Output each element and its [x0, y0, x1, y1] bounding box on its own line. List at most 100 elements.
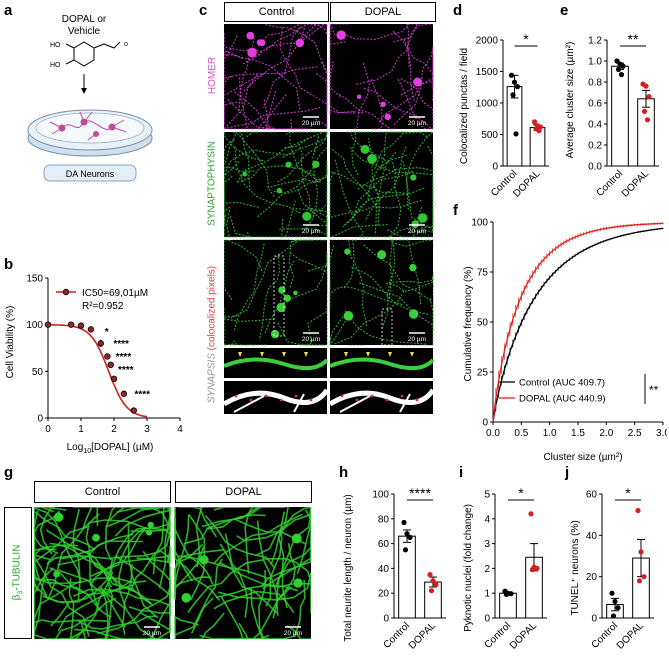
- y-tick-label: 40: [378, 564, 390, 575]
- data-point: [428, 588, 435, 594]
- neurite: [330, 171, 409, 195]
- neurite: [220, 595, 244, 639]
- neurite: [305, 136, 320, 230]
- neurite: [114, 555, 171, 617]
- data-point: [646, 94, 652, 100]
- colocalized-pixel: [234, 394, 238, 398]
- chart-i-ylabel: Pyknotic nuclei (fold change): [463, 504, 474, 632]
- neurite: [427, 145, 434, 228]
- bar: [637, 98, 655, 167]
- neurite: [351, 266, 430, 316]
- neurite: [286, 624, 311, 639]
- dopal-structure-icon: [65, 41, 121, 67]
- panel-letter-i: i: [459, 464, 464, 481]
- neurite: [224, 66, 318, 96]
- chart-d-ylabel: Colocalized punctas / field: [459, 48, 470, 164]
- y-tick-label: 50: [477, 318, 489, 329]
- neurite: [351, 131, 362, 176]
- g-header-control: Control: [34, 481, 171, 503]
- neurite: [320, 61, 328, 113]
- c-row-label-merge: SYNAPSIS (colocalized pixels): [206, 265, 218, 404]
- neurite: [329, 357, 435, 371]
- zoom-strip-merge: [224, 348, 329, 378]
- c-micrograph-grid: 20 µm 20 µm 20 µm 20 µm 20 µm 20 µm: [224, 24, 435, 414]
- colocalized-pixel: [400, 394, 404, 398]
- neurite: [294, 131, 309, 134]
- neurite: [147, 603, 170, 639]
- legend-text: R²=0.952: [82, 301, 124, 312]
- y-tick-label: 2000: [476, 36, 499, 47]
- y-tick-label: 0.2: [588, 141, 602, 152]
- neurite: [34, 529, 48, 597]
- svg-text:o: o: [124, 41, 128, 48]
- x-tick-label: 1.5: [571, 428, 585, 439]
- micrograph-c: [224, 24, 328, 130]
- chart-i-pyknotic-nuclei: Pyknotic nuclei (fold change) 0 1 2 3 4 5 Cont…: [463, 485, 547, 652]
- g-micrograph-grid: 20 µm 20 µm: [34, 507, 311, 639]
- neurite: [224, 315, 237, 345]
- neurite: [34, 619, 108, 624]
- cell-body: [413, 77, 423, 87]
- chart-h-neurite-length: Total neurite length / neuron (µm) 0 20 40…: [343, 485, 446, 652]
- data-point: [67, 321, 75, 328]
- y-tick-label: 25: [477, 368, 489, 379]
- cell-body: [53, 512, 64, 522]
- cell-body: [360, 144, 370, 154]
- neurite: [95, 586, 109, 639]
- neurite: [60, 550, 161, 560]
- neurite: [265, 90, 277, 130]
- data-point: [503, 591, 510, 598]
- g-row-label: β3-TUBULIN: [4, 507, 32, 639]
- colocalized-pixel: [340, 394, 344, 398]
- neurite: [34, 507, 82, 584]
- neurite: [334, 159, 364, 238]
- x-tick-label: 1.0: [543, 428, 557, 439]
- neurite: [224, 306, 275, 322]
- micrograph-g: [174, 507, 311, 639]
- neurite: [238, 131, 251, 191]
- data-point: [618, 72, 625, 78]
- cell-body: [276, 187, 283, 194]
- cell-body: [293, 578, 303, 588]
- data-point: [536, 128, 542, 134]
- x-tick-label: 1: [78, 424, 84, 435]
- panel-letter-a: a: [4, 2, 13, 19]
- c-header-dopal: DOPAL: [330, 2, 436, 22]
- zoom-region-box: [381, 308, 393, 346]
- neurite: [34, 507, 54, 513]
- scale-bar-label: 20 µm: [302, 120, 320, 127]
- colocalized-pixel: [385, 398, 389, 402]
- neurite: [224, 101, 238, 129]
- neurite: [329, 59, 356, 114]
- neurite: [219, 543, 278, 614]
- c-row-label-synaptophysin: SYNAPTOPHYSIN: [206, 141, 218, 226]
- micrograph-c: [329, 131, 434, 238]
- significance-label: *: [625, 485, 631, 501]
- data-point: [87, 326, 95, 333]
- colocalized-pixel: [355, 398, 359, 402]
- cell-body: [186, 594, 191, 599]
- neurite: [357, 167, 434, 190]
- cell-body: [356, 94, 362, 99]
- data-point: [620, 63, 626, 69]
- legend-text: DOPAL (AUC 440.9): [519, 394, 606, 405]
- neurite: [236, 137, 310, 183]
- image-background: [224, 24, 327, 129]
- colocalized-pixel: [249, 398, 253, 402]
- scale-bar-label: 20 µm: [143, 630, 161, 637]
- x-tick-label: Control: [483, 620, 514, 651]
- data-point: [531, 119, 538, 125]
- cell-body: [302, 211, 312, 221]
- neurite: [46, 533, 134, 565]
- zoom-strip-binary: [328, 381, 435, 414]
- experimental-schematic: DOPAL or Vehicle o HO HO DA Neurons: [27, 14, 153, 182]
- y-tick-label: 0: [482, 418, 488, 429]
- neurite: [85, 521, 100, 611]
- neurite: [230, 241, 298, 319]
- neurite: [277, 252, 328, 310]
- image-background: [175, 507, 311, 639]
- g-header-dopal: DOPAL: [175, 481, 312, 503]
- significance-label: ****: [118, 365, 134, 376]
- significance-label: *: [105, 327, 109, 338]
- y-tick-label: 0: [484, 614, 490, 625]
